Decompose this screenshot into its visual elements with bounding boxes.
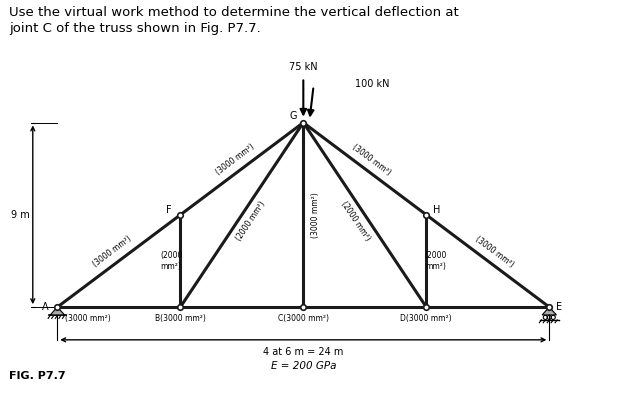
Text: E: E: [556, 302, 563, 312]
Text: F: F: [166, 205, 172, 215]
Text: joint C of the truss shown in Fig. P7.7.: joint C of the truss shown in Fig. P7.7.: [9, 22, 261, 35]
Text: 100 kN: 100 kN: [355, 79, 389, 89]
Text: C(3000 mm²): C(3000 mm²): [278, 314, 329, 323]
Text: (3000 mm²): (3000 mm²): [65, 314, 111, 323]
Text: FIG. P7.7: FIG. P7.7: [9, 371, 66, 381]
Text: B(3000 mm²): B(3000 mm²): [155, 314, 206, 323]
Text: Use the virtual work method to determine the vertical deflection at: Use the virtual work method to determine…: [9, 6, 459, 19]
Text: (2000
mm²): (2000 mm²): [424, 251, 446, 271]
Text: (3000 mm²): (3000 mm²): [351, 142, 392, 177]
Text: (2000
mm²): (2000 mm²): [160, 251, 183, 271]
Text: A: A: [42, 302, 48, 312]
Polygon shape: [542, 307, 556, 315]
Text: H: H: [433, 205, 440, 215]
Text: (2000 mm²): (2000 mm²): [235, 199, 268, 243]
Text: (3000 mm²): (3000 mm²): [474, 235, 515, 269]
Text: (2000 mm²): (2000 mm²): [339, 199, 372, 243]
Text: G: G: [289, 112, 297, 121]
Text: D(3000 mm²): D(3000 mm²): [401, 314, 452, 323]
Text: 75 kN: 75 kN: [289, 62, 317, 73]
Text: 9 m: 9 m: [11, 210, 30, 220]
Text: (3000 mm²): (3000 mm²): [91, 235, 133, 269]
Text: (3000 mm²): (3000 mm²): [311, 192, 320, 238]
Text: (3000 mm²): (3000 mm²): [214, 142, 256, 177]
Polygon shape: [50, 307, 65, 315]
Text: E = 200 GPa: E = 200 GPa: [271, 361, 336, 371]
Text: 4 at 6 m = 24 m: 4 at 6 m = 24 m: [263, 347, 343, 357]
